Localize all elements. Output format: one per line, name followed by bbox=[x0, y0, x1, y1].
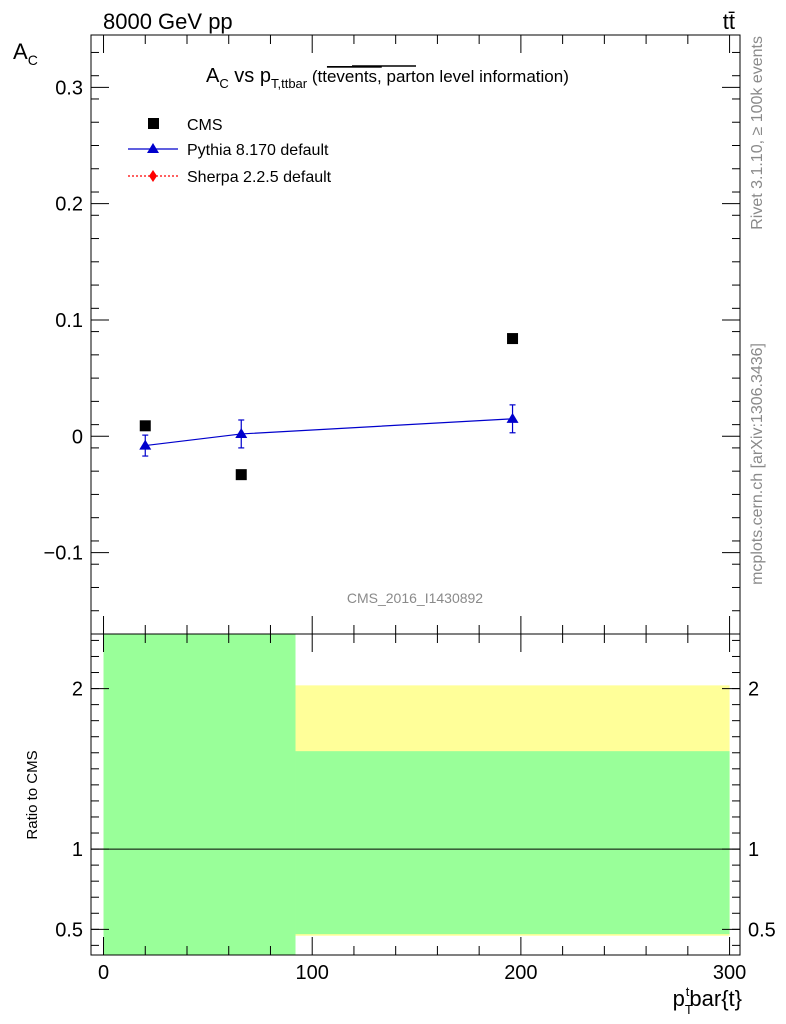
pythia-point bbox=[235, 427, 248, 438]
x-tick-label: 0 bbox=[98, 962, 109, 984]
ratio-panel-frame bbox=[90, 633, 741, 956]
main-panel: −0.1 0 0.1 0.2 0.3 bbox=[44, 34, 741, 635]
green-band-bin bbox=[103, 634, 296, 955]
x-tick-label: 300 bbox=[713, 962, 746, 984]
legend-pythia-label: Pythia 8.170 default bbox=[187, 142, 329, 159]
ratio-bands bbox=[103, 634, 730, 955]
legend-pythia-marker bbox=[147, 143, 159, 153]
ratio-y-tick-label-right: 2 bbox=[748, 679, 759, 701]
ratio-panel: 0.5 0.5 1 1 2 2 0 100 200 300 bbox=[55, 633, 776, 984]
y-axis-label-main: AC bbox=[13, 39, 38, 68]
main-y-tick-label: 0.2 bbox=[55, 194, 83, 216]
main-axis-ticks: −0.1 0 0.1 0.2 0.3 bbox=[44, 35, 740, 634]
main-y-tick-label: 0 bbox=[72, 426, 83, 448]
cms-point bbox=[235, 469, 247, 481]
green-band-bin bbox=[295, 751, 730, 935]
mcplots-label: mcplots.cern.ch [arXiv:1306.3436] bbox=[749, 343, 766, 585]
legend-sherpa-marker bbox=[149, 170, 157, 182]
ratio-y-tick-label-left: 2 bbox=[72, 679, 83, 701]
pythia-line bbox=[145, 418, 513, 447]
ratio-axis-ticks: 0.5 0.5 1 1 2 2 0 100 200 300 bbox=[55, 634, 776, 984]
rivet-version-label: Rivet 3.1.10, ≥ 100k events bbox=[749, 36, 766, 230]
pythia-point bbox=[506, 412, 519, 423]
collision-energy-label: 8000 GeV pp bbox=[103, 9, 233, 34]
x-tick-label: 100 bbox=[296, 962, 329, 984]
legend-cms-label: CMS bbox=[187, 117, 223, 134]
cms-point bbox=[139, 420, 151, 432]
ratio-y-tick-label-left: 0.5 bbox=[55, 919, 83, 941]
main-y-tick-label: 0.1 bbox=[55, 310, 83, 332]
main-data-layer bbox=[139, 333, 519, 481]
ratio-y-tick-label-left: 1 bbox=[72, 839, 83, 861]
main-y-tick-label: −0.1 bbox=[44, 543, 83, 565]
ratio-y-tick-label-right: 1 bbox=[748, 839, 759, 861]
plot-title: AC vs pT,ttbar (ttevents, parton level i… bbox=[206, 65, 569, 91]
ratio-y-tick-label-right: 0.5 bbox=[748, 919, 776, 941]
pythia-point bbox=[139, 439, 152, 450]
process-label: tt̄ bbox=[723, 9, 735, 34]
legend-sherpa-label: Sherpa 2.2.5 default bbox=[187, 169, 332, 186]
y-axis-label-ratio: Ratio to CMS bbox=[24, 750, 41, 839]
main-y-tick-label: 0.3 bbox=[55, 77, 83, 99]
analysis-watermark: CMS_2016_I1430892 bbox=[347, 590, 483, 606]
x-axis-label: pTtbar{t} bbox=[673, 984, 742, 1017]
x-tick-label: 200 bbox=[504, 962, 537, 984]
legend: CMS Pythia 8.170 default Sherpa 2.2.5 de… bbox=[128, 117, 332, 186]
legend-cms-marker bbox=[148, 118, 159, 129]
cms-point bbox=[507, 333, 519, 345]
